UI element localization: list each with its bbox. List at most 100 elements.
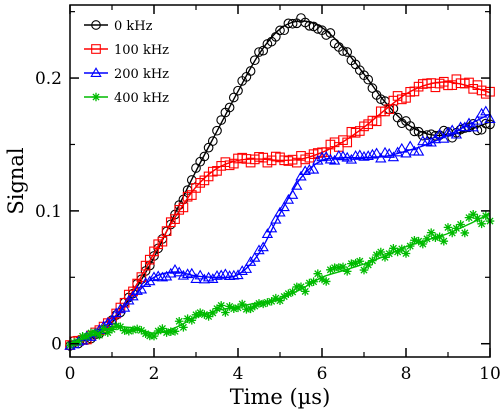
data-point bbox=[136, 272, 147, 282]
data-point bbox=[312, 154, 324, 165]
data-point bbox=[160, 270, 173, 281]
data-point bbox=[389, 244, 398, 253]
x-tick-label: 4 bbox=[233, 364, 244, 384]
data-point bbox=[460, 228, 470, 238]
data-point bbox=[114, 303, 127, 314]
series-2 bbox=[64, 105, 496, 350]
ticks-layer: 0 2 4 6 8 10 0 0.1 0.2 bbox=[35, 5, 500, 384]
data-point bbox=[431, 233, 440, 242]
data-point bbox=[258, 299, 268, 309]
data-point bbox=[179, 323, 188, 332]
x-tick-label: 10 bbox=[479, 364, 500, 384]
data-point bbox=[191, 310, 201, 320]
data-point bbox=[396, 142, 408, 153]
data-point bbox=[387, 151, 400, 162]
data-point bbox=[368, 256, 377, 265]
legend-marker bbox=[91, 92, 101, 102]
data-point bbox=[208, 308, 218, 318]
data-point bbox=[358, 150, 370, 161]
data-point bbox=[312, 24, 323, 34]
data-point bbox=[221, 308, 230, 317]
data-point bbox=[401, 249, 411, 258]
data-point bbox=[270, 213, 282, 224]
data-point bbox=[148, 271, 160, 282]
data-point bbox=[371, 116, 382, 127]
data-point bbox=[480, 105, 492, 116]
data-point bbox=[194, 269, 206, 280]
legend: 0 kHz 100 kHz 200 kHz 400 kHz bbox=[84, 19, 169, 106]
data-point bbox=[153, 326, 163, 336]
data-point bbox=[481, 211, 491, 221]
data-point bbox=[286, 189, 299, 199]
x-axis-title: Time (µs) bbox=[230, 385, 331, 409]
data-point bbox=[183, 314, 192, 323]
data-point bbox=[137, 326, 146, 335]
data-point bbox=[475, 107, 488, 118]
data-point bbox=[456, 220, 465, 229]
data-point bbox=[250, 301, 260, 311]
data-point bbox=[404, 140, 416, 151]
data-point bbox=[393, 247, 402, 257]
data-point bbox=[187, 316, 197, 325]
data-point bbox=[400, 147, 412, 158]
data-point bbox=[190, 273, 202, 283]
data-point bbox=[229, 304, 239, 314]
legend-label: 400 kHz bbox=[114, 91, 169, 106]
data-point bbox=[69, 338, 79, 347]
data-point bbox=[430, 130, 441, 141]
data-point bbox=[275, 296, 285, 305]
data-point bbox=[443, 223, 453, 232]
legend-marker bbox=[91, 20, 101, 30]
data-point bbox=[181, 268, 194, 279]
data-point bbox=[267, 296, 276, 306]
x-tick-label: 2 bbox=[149, 364, 160, 384]
data-point bbox=[237, 299, 247, 309]
data-point bbox=[397, 244, 407, 254]
data-point bbox=[95, 330, 104, 340]
data-point bbox=[215, 269, 227, 280]
data-point bbox=[414, 236, 423, 246]
data-point bbox=[473, 213, 482, 223]
data-point bbox=[341, 151, 353, 162]
data-point bbox=[99, 324, 108, 333]
data-point bbox=[299, 165, 311, 176]
data-point bbox=[284, 289, 293, 298]
data-point bbox=[438, 132, 450, 143]
data-point bbox=[422, 234, 432, 244]
legend-item: 100 kHz bbox=[84, 43, 169, 58]
data-point bbox=[263, 298, 272, 307]
data-point bbox=[177, 269, 190, 280]
data-point bbox=[338, 46, 348, 56]
data-point bbox=[412, 145, 425, 156]
data-point bbox=[216, 301, 226, 310]
data-point bbox=[383, 148, 395, 158]
data-point bbox=[278, 201, 290, 212]
data-point bbox=[74, 337, 83, 347]
data-point bbox=[405, 241, 415, 251]
data-point bbox=[375, 152, 387, 163]
data-point bbox=[124, 326, 134, 336]
data-point bbox=[207, 136, 218, 146]
data-point bbox=[174, 316, 184, 326]
data-point bbox=[429, 133, 442, 144]
data-point bbox=[363, 260, 373, 270]
data-point bbox=[236, 265, 248, 275]
x-tick-label: 0 bbox=[65, 364, 76, 384]
data-point bbox=[240, 263, 253, 273]
data-point bbox=[447, 228, 457, 238]
data-point bbox=[156, 271, 169, 282]
data-point bbox=[118, 301, 131, 312]
data-point bbox=[418, 239, 428, 249]
data-point bbox=[328, 154, 341, 165]
data-point bbox=[320, 150, 332, 161]
data-point bbox=[435, 232, 444, 242]
data-point bbox=[131, 285, 143, 295]
data-point bbox=[380, 253, 390, 262]
data-point bbox=[279, 292, 289, 301]
data-point bbox=[245, 66, 256, 76]
data-point bbox=[363, 74, 374, 85]
data-point bbox=[246, 304, 255, 314]
data-point bbox=[307, 163, 320, 174]
data-point bbox=[198, 273, 211, 284]
data-point bbox=[370, 147, 383, 158]
